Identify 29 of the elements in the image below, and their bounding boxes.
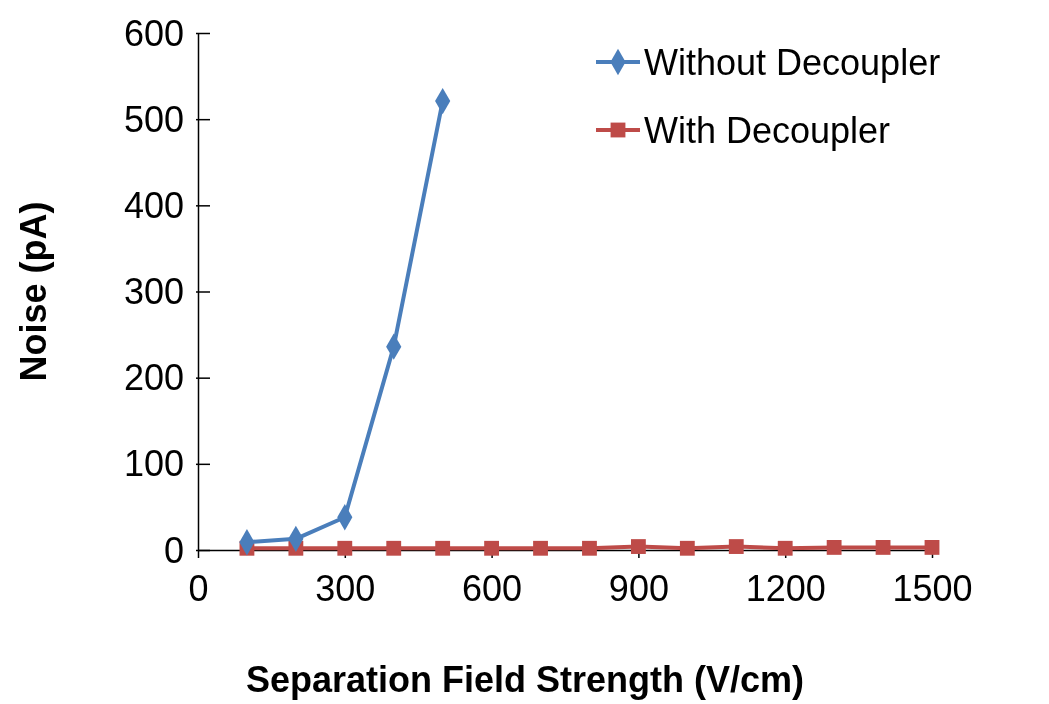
point <box>435 540 451 556</box>
y-tick-label: 600 <box>123 12 184 54</box>
legend-label: With Decoupler <box>644 109 891 151</box>
point <box>924 540 940 555</box>
point <box>777 540 793 556</box>
y-tick-label: 400 <box>123 184 184 226</box>
point <box>630 539 646 554</box>
y-tick-label: 100 <box>123 443 184 485</box>
point <box>337 540 353 556</box>
y-tick-label: 0 <box>163 529 184 571</box>
y-axis-title: Noise (pA) <box>13 201 54 382</box>
point <box>386 540 402 556</box>
x-tick-label: 600 <box>462 567 523 609</box>
x-tick-label: 300 <box>315 567 376 609</box>
y-tick-label: 500 <box>123 98 184 140</box>
point <box>826 540 842 555</box>
legend-label: Without Decoupler <box>644 41 941 83</box>
point <box>728 539 744 554</box>
point <box>875 540 891 555</box>
x-tick-label: 1500 <box>892 567 973 609</box>
point <box>582 540 597 556</box>
x-tick-label: 900 <box>608 567 669 609</box>
y-tick-label: 300 <box>123 271 184 313</box>
point <box>679 540 695 556</box>
x-tick-label: 1200 <box>745 567 826 609</box>
point <box>533 540 548 556</box>
x-axis-title: Separation Field Strength (V/cm) <box>245 659 805 700</box>
point <box>484 540 500 556</box>
y-tick-label: 200 <box>123 357 184 399</box>
